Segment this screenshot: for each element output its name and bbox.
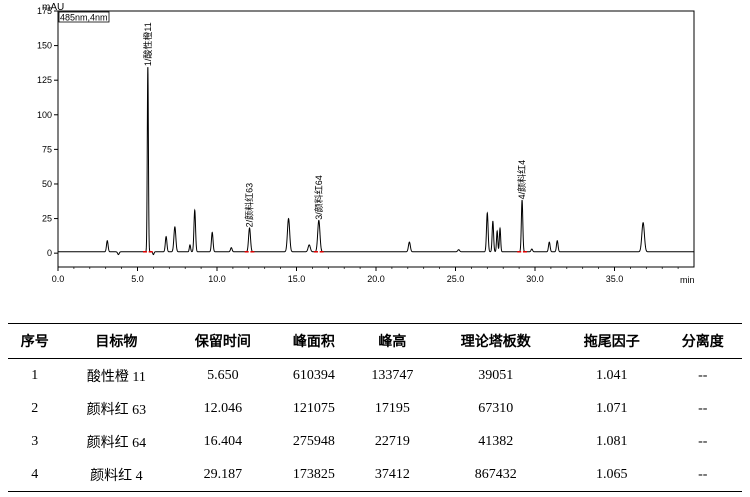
cell-analyte: 酸性橙 11 (86, 369, 146, 385)
table-row: 4 颜料红 4 29.187 173825 37412 867432 1.065… (8, 458, 742, 492)
x-tick-label: 15.0 (288, 274, 306, 284)
x-tick-label: 30.0 (526, 274, 544, 284)
table-row: 2 颜料红 63 12.046 121075 17195 67310 1.071… (8, 392, 742, 425)
col-header-peak-height: 峰高 (353, 323, 432, 359)
y-tick-label: 50 (42, 179, 52, 189)
peak-annotation: 1/酸性橙11 (142, 22, 153, 66)
cell-index: 4 (8, 458, 62, 492)
cell-tailing: 1.065 (560, 458, 664, 492)
x-tick-label: 5.0 (131, 274, 144, 284)
col-header-index: 序号 (8, 323, 62, 359)
cell-resolution: -- (698, 400, 708, 416)
chromatogram-trace (58, 67, 694, 256)
col-header-tailing: 拖尾因子 (560, 323, 664, 359)
cell-peak-area: 275948 (292, 433, 335, 449)
cell-peak-height: 37412 (353, 458, 432, 492)
x-tick-label: 10.0 (208, 274, 226, 284)
table-header-row: 序号 目标物 保留时间 峰面积 峰高 理论塔板数 拖尾因子 分离度 (8, 323, 742, 359)
cell-retention-time: 29.187 (171, 458, 275, 492)
cell-resolution: -- (698, 367, 708, 383)
y-tick-label: 100 (37, 110, 52, 120)
cell-retention-time: 16.404 (203, 433, 243, 449)
x-tick-label: 25.0 (447, 274, 465, 284)
cell-analyte: 颜料红 4 (61, 458, 172, 492)
cell-peak-area: 173825 (274, 458, 354, 492)
x-tick-label: 35.0 (606, 274, 624, 284)
cell-peak-height: 22719 (374, 433, 410, 449)
y-tick-label: 175 (37, 6, 52, 16)
col-header-resolution: 分离度 (663, 323, 742, 359)
y-tick-label: 75 (42, 144, 52, 154)
cell-peak-height: 17195 (374, 400, 410, 416)
cell-resolution: -- (698, 433, 708, 449)
cell-analyte: 颜料红 63 (86, 402, 147, 418)
cell-index: 3 (31, 433, 39, 449)
y-tick-label: 25 (42, 214, 52, 224)
peak-annotation: 2/颜料红63 (244, 183, 255, 228)
table-row: 3 颜料红 64 16.404 275948 22719 41382 1.081… (8, 425, 742, 458)
plot-frame (57, 10, 695, 268)
cell-plates: 41382 (478, 433, 514, 449)
y-tick-label: 150 (37, 41, 52, 51)
channel-label-box (58, 11, 110, 23)
col-header-retention-time: 保留时间 (171, 323, 275, 359)
chromatogram-chart: mAU 485nm,4nm min 175 150 125 100 75 50 25 0 0.… (37, 2, 695, 285)
col-header-analyte: 目标物 (61, 323, 172, 359)
cell-resolution: -- (663, 458, 742, 492)
cell-peak-area: 610394 (292, 367, 335, 383)
cell-tailing: 1.041 (595, 367, 628, 383)
cell-plates: 67310 (478, 400, 514, 416)
table-row: 1 酸性橙 11 5.650 610394 133747 39051 1.041… (8, 359, 742, 393)
peak-annotation: 3/颜料红64 (313, 175, 324, 220)
y-tick-label: 0 (47, 248, 52, 258)
cell-retention-time: 12.046 (203, 400, 243, 416)
y-tick-label: 125 (37, 75, 52, 85)
cell-index: 1 (31, 367, 39, 383)
cell-peak-area: 121075 (292, 400, 335, 416)
cell-peak-height: 133747 (371, 367, 414, 383)
col-header-plates: 理论塔板数 (431, 323, 560, 359)
cell-analyte: 颜料红 64 (86, 435, 147, 451)
peak-annotation: 4/颜料红4 (516, 160, 527, 200)
cell-index: 2 (31, 400, 39, 416)
channel-label: 485nm,4nm (60, 13, 108, 23)
cell-plates: 867432 (431, 458, 560, 492)
y-unit-label: mAU (42, 2, 64, 13)
cell-retention-time: 5.650 (207, 367, 239, 383)
cell-plates: 39051 (478, 367, 514, 383)
x-tick-label: 0.0 (52, 274, 65, 284)
x-unit-label: min (680, 275, 695, 285)
cell-tailing: 1.071 (595, 400, 628, 416)
cell-tailing: 1.081 (595, 433, 628, 449)
col-header-peak-area: 峰面积 (274, 323, 354, 359)
x-tick-label: 20.0 (367, 274, 385, 284)
results-table: 序号 目标物 保留时间 峰面积 峰高 理论塔板数 拖尾因子 分离度 1 酸性橙 … (8, 323, 742, 492)
